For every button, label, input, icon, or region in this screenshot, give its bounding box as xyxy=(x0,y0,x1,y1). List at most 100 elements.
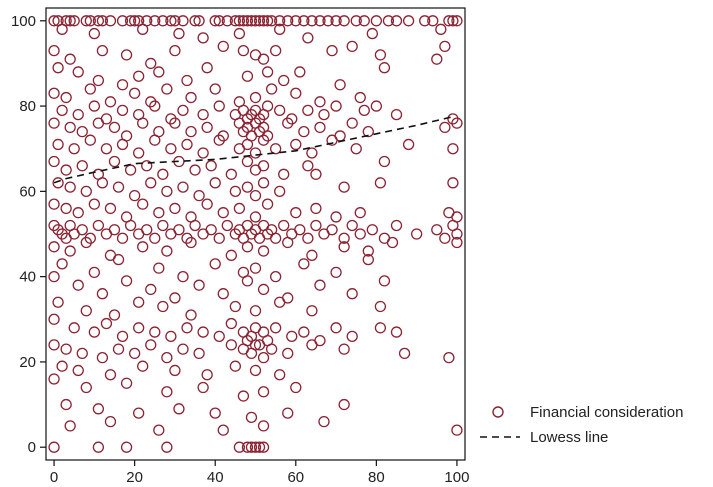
scatter-point xyxy=(318,108,330,121)
scatter-point xyxy=(233,15,246,27)
scatter-point xyxy=(439,40,451,53)
scatter-point xyxy=(209,83,221,95)
scatter-point xyxy=(241,70,254,82)
scatter-point xyxy=(60,398,72,411)
scatter-point xyxy=(346,219,358,232)
scatter-point xyxy=(161,352,173,364)
scatter-point xyxy=(88,100,100,112)
scatter-point xyxy=(338,232,350,244)
scatter-point xyxy=(56,360,68,372)
scatter-point xyxy=(157,219,169,232)
scatter-point xyxy=(153,424,165,436)
scatter-point xyxy=(286,113,298,125)
scatter-point xyxy=(173,224,185,236)
scatter-point xyxy=(76,160,88,172)
y-tick-label: 60 xyxy=(19,183,36,200)
scatter-point xyxy=(330,266,342,279)
scatter-point xyxy=(112,181,125,193)
scatter-point xyxy=(153,207,165,219)
scatter-point xyxy=(108,155,121,168)
scatter-point xyxy=(257,15,270,27)
scatter-point xyxy=(249,15,262,27)
scatter-point xyxy=(257,283,270,296)
scatter-point xyxy=(169,202,181,215)
scatter-point xyxy=(169,15,181,27)
scatter-point xyxy=(265,83,278,95)
scatter-point xyxy=(346,117,358,129)
scatter-point xyxy=(189,15,201,27)
scatter-point xyxy=(390,326,403,338)
lowess-line-layer xyxy=(53,115,454,184)
scatter-point xyxy=(181,138,193,151)
scatter-point xyxy=(282,117,294,129)
scatter-point xyxy=(133,322,145,334)
scatter-point xyxy=(386,236,399,249)
scatter-point xyxy=(298,126,310,138)
scatter-point xyxy=(173,27,185,40)
scatter-point xyxy=(133,407,145,419)
scatter-point xyxy=(177,270,189,283)
scatter-point xyxy=(378,155,391,168)
scatter-point xyxy=(302,232,314,244)
scatter-point xyxy=(161,386,173,398)
x-tick-label: 60 xyxy=(287,469,304,486)
scatter-point xyxy=(116,15,129,27)
scatter-point xyxy=(326,44,338,57)
scatter-point xyxy=(310,168,322,180)
scatter-point xyxy=(278,168,290,180)
scatter-point xyxy=(177,15,189,27)
scatter-point xyxy=(278,74,290,87)
scatter-point xyxy=(354,91,366,104)
scatter-point xyxy=(80,381,92,394)
scatter-point xyxy=(213,134,225,146)
scatter-point xyxy=(96,15,109,27)
legend: Financial consideration Lowess line xyxy=(480,404,683,446)
scatter-point xyxy=(290,138,302,151)
scatter-point xyxy=(52,296,64,308)
scatter-point xyxy=(185,126,197,138)
scatter-point xyxy=(137,360,149,372)
scatter-point xyxy=(112,253,125,266)
scatter-point xyxy=(169,117,181,129)
scatter-point xyxy=(92,219,105,232)
legend-label-financial-consideration: Financial consideration xyxy=(530,404,683,421)
scatter-point xyxy=(310,219,322,232)
scatter-point xyxy=(274,185,286,198)
scatter-point xyxy=(104,415,117,428)
plot-frame xyxy=(45,7,466,461)
scatter-point xyxy=(177,181,189,193)
scatter-point xyxy=(265,15,278,27)
scatter-point xyxy=(269,322,282,334)
scatter-point xyxy=(338,343,350,355)
scatter-point xyxy=(52,177,64,189)
scatter-point xyxy=(249,339,262,351)
scatter-point xyxy=(52,224,64,236)
scatter-point xyxy=(185,91,197,104)
scatter-point xyxy=(314,279,326,291)
scatter-point xyxy=(346,288,358,300)
scatter-point xyxy=(290,381,302,394)
scatter-point xyxy=(108,224,121,236)
scatter-point xyxy=(241,275,254,287)
scatter-point xyxy=(290,207,302,219)
scatter-point xyxy=(330,322,342,334)
scatter-point xyxy=(382,15,395,27)
scatter-point xyxy=(274,104,286,116)
scatter-point xyxy=(189,219,201,232)
scatter-point xyxy=(245,411,258,424)
scatter-point xyxy=(201,62,213,74)
scatter-point xyxy=(197,108,209,121)
scatter-point xyxy=(165,113,177,125)
scatter-point xyxy=(48,15,60,27)
scatter-point xyxy=(56,258,68,270)
scatter-point xyxy=(181,74,193,87)
scatter-point xyxy=(362,126,374,138)
scatter-point xyxy=(48,198,60,210)
scatter-point xyxy=(84,83,96,95)
scatter-point xyxy=(48,270,60,283)
scatter-point xyxy=(161,245,173,257)
scatter-point xyxy=(225,339,237,351)
scatter-point xyxy=(350,15,362,27)
scatter-point xyxy=(265,343,278,355)
scatter-point xyxy=(209,407,221,419)
